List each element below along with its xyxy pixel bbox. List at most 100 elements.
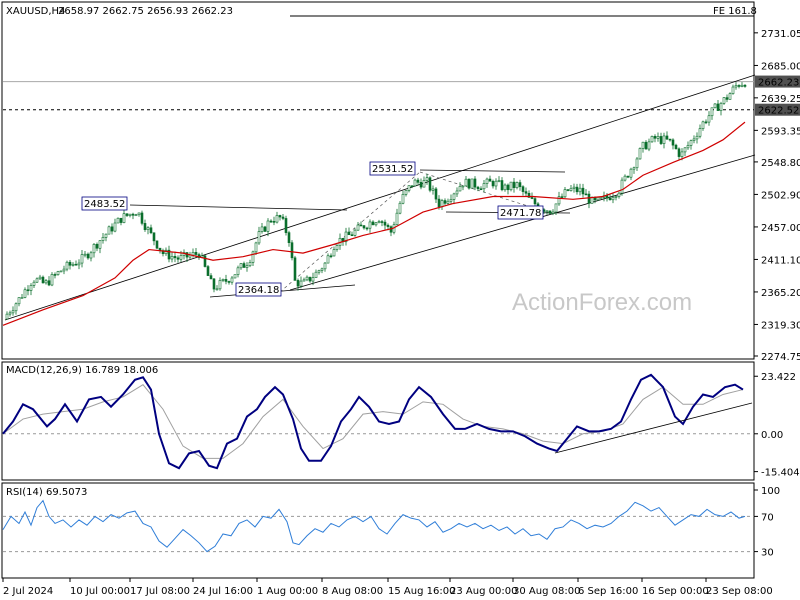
candle-body [554, 203, 558, 213]
candle-body [491, 180, 495, 187]
candle-body [266, 220, 270, 232]
candle-body [395, 212, 399, 226]
x-tick-label: 1 Aug 00:00 [257, 586, 318, 597]
candle-body [116, 217, 120, 224]
candle-body [248, 262, 252, 267]
candle-body [743, 84, 747, 87]
fib-projection-line-2 [419, 171, 551, 214]
candle-body [398, 202, 402, 214]
price-y-tick-label: 2731.05 [761, 29, 800, 40]
candle-body [29, 285, 33, 291]
candle-body [629, 168, 633, 178]
candle-body [77, 262, 81, 266]
x-tick-label: 23 Sep 08:00 [706, 586, 773, 597]
candle-body [62, 268, 66, 272]
candle-body [578, 187, 582, 193]
candle-body [263, 226, 267, 232]
candle-body [8, 312, 12, 315]
candle-body [689, 140, 693, 146]
channel-lower-line [289, 154, 756, 291]
candle-body [278, 215, 282, 218]
candle-body [275, 215, 279, 223]
price-y-tick-label: 2365.20 [761, 288, 800, 299]
candle-body [35, 278, 39, 283]
candle-body [236, 267, 240, 275]
candle-body [44, 280, 48, 284]
candle-body [401, 193, 405, 204]
x-tick-label: 17 Jul 08:00 [130, 586, 190, 597]
candle-body [350, 234, 354, 237]
candle-body [212, 278, 216, 290]
candle-body [473, 178, 477, 188]
rsi-title: RSI(14) 69.5073 [6, 487, 87, 498]
candle-body [179, 255, 183, 260]
candle-body [557, 196, 561, 205]
candle-body [317, 270, 321, 273]
x-tick-label: 16 Sep 00:00 [642, 586, 709, 597]
candle-body [548, 210, 552, 214]
candle-body [68, 261, 72, 266]
candle-body [110, 226, 114, 232]
candle-body [65, 261, 69, 270]
candle-body [701, 121, 705, 129]
annotation-label: 2471.78 [500, 208, 541, 219]
candle-body [683, 147, 687, 153]
candle-body [146, 227, 150, 230]
candle-body [647, 141, 651, 150]
candle-body [335, 245, 339, 250]
price-y-tick-label: 2639.25 [761, 94, 800, 105]
candle-body [284, 218, 288, 233]
candle-body [224, 279, 228, 282]
candle-body [101, 237, 105, 241]
price-series [2, 82, 747, 326]
rsi-series [2, 499, 746, 553]
candle-body [656, 136, 660, 139]
candle-body [611, 196, 615, 201]
candle-body [371, 221, 375, 226]
candle-body [455, 190, 459, 195]
candle-body [731, 86, 735, 94]
candle-body [626, 175, 630, 178]
candle-body [89, 252, 93, 259]
candle-body [410, 185, 414, 187]
candle-body [524, 191, 528, 194]
candle-body [419, 182, 423, 188]
candle-body [572, 186, 576, 189]
annotation-label: 2531.52 [372, 164, 413, 175]
candle-body [347, 231, 351, 236]
candle-body [506, 184, 510, 191]
ohlc-values: 2658.97 2662.75 2656.93 2662.23 [58, 6, 233, 17]
candle-body [125, 213, 129, 216]
candle-body [14, 303, 18, 312]
candle-body [617, 192, 621, 197]
candle-body [95, 244, 99, 249]
macd-series [2, 373, 753, 470]
rsi-y-tick-label: 100 [761, 486, 780, 497]
candle-body [233, 274, 237, 279]
candle-body [452, 193, 456, 200]
candle-body [464, 178, 468, 187]
candle-body [470, 178, 474, 189]
x-tick-label: 15 Aug 16:00 [388, 586, 455, 597]
candle-body [566, 189, 570, 191]
candle-body [251, 251, 255, 263]
candle-body [98, 240, 102, 249]
price-y-tick-label: 2502.90 [761, 190, 800, 201]
candle-body [311, 277, 315, 282]
candle-body [287, 232, 291, 243]
rsi-y-tick-label: 30 [761, 548, 774, 559]
rsi-line [2, 499, 746, 553]
candle-body [260, 226, 264, 232]
candle-body [632, 167, 636, 170]
fib-label: FE 161.8 [713, 6, 757, 17]
candle-body [206, 266, 210, 276]
candle-body [26, 289, 30, 292]
candle-body [365, 227, 369, 230]
price-y-tick-label: 2319.30 [761, 320, 800, 331]
candle-body [380, 221, 384, 223]
price-y-tick-label: 2548.80 [761, 158, 800, 169]
annotation-label: 2364.18 [238, 285, 279, 296]
candle-body [32, 281, 36, 286]
chart-title: XAUUSD,H4 [6, 6, 65, 17]
macd-y-tick-label: -15.404 [761, 468, 800, 479]
